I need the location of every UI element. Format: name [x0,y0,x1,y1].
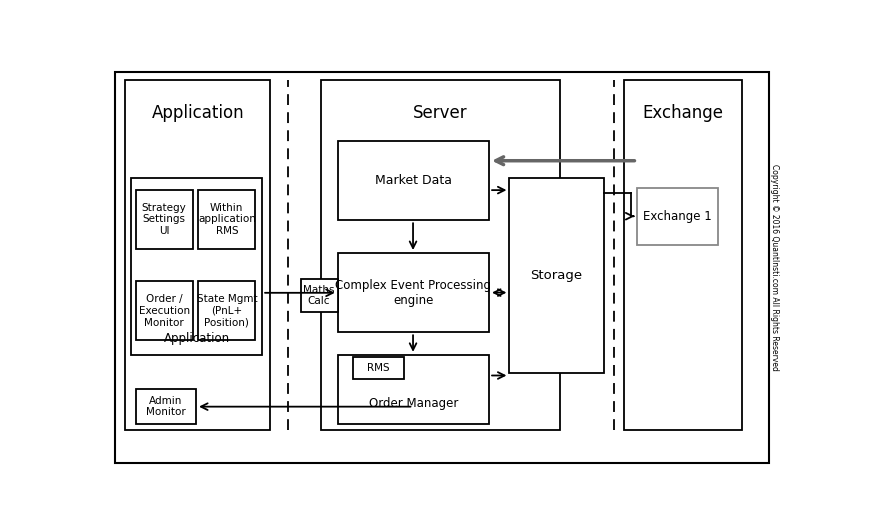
Bar [136,281,193,341]
Bar [337,253,489,332]
Bar [198,190,255,249]
Bar [337,355,489,424]
Text: Complex Event Processing
engine: Complex Event Processing engine [335,279,491,307]
Text: RMS: RMS [367,363,389,373]
Bar [136,190,193,249]
Text: Exchange: Exchange [642,104,723,122]
Text: Storage: Storage [530,269,582,282]
Bar [509,178,604,373]
Text: State Mgmt
(PnL+
Position): State Mgmt (PnL+ Position) [196,294,257,327]
Text: Order Manager: Order Manager [368,397,458,409]
Bar [198,281,255,341]
Text: Server: Server [413,104,468,122]
Text: Application: Application [151,104,244,122]
Bar [301,279,337,312]
Text: Market Data: Market Data [375,174,452,187]
Bar [321,80,560,430]
Text: Admin
Monitor: Admin Monitor [146,396,186,417]
Text: Maths
Calc: Maths Calc [303,285,335,306]
Text: Exchange 1: Exchange 1 [643,209,712,223]
Text: Copyright © 2016 QuantInsti.com All Rights Reserved: Copyright © 2016 QuantInsti.com All Righ… [770,163,779,371]
Bar [337,141,489,220]
Bar [131,178,262,355]
Bar [624,80,742,430]
Text: Strategy
Settings
UI: Strategy Settings UI [142,203,187,236]
Text: Within
application
RMS: Within application RMS [198,203,255,236]
Text: Order /
Execution
Monitor: Order / Execution Monitor [139,294,189,327]
Bar [637,188,718,245]
Bar [353,357,403,379]
Bar [125,80,270,430]
Text: Application: Application [163,332,229,344]
Bar [136,389,196,424]
